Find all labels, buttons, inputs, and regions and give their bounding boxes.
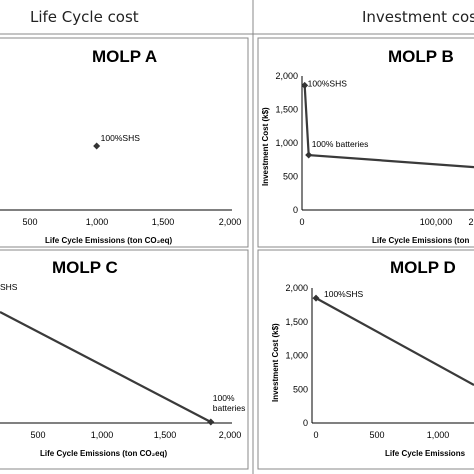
header-band [0,0,474,34]
panel-b-x-tick-label: 0 [299,217,304,227]
panel-frame-b [257,37,474,248]
panel-c: MOLP C 500 1,000 1,500 2,000 SHS 100%batteri… [0,258,245,458]
panel-frame-d [257,249,474,470]
panel-a-x-tick-label: 1,000 [86,217,109,227]
panel-b-y-tick-label: 1,000 [275,138,298,148]
panel-d-y-tick-label: 1,000 [285,351,308,361]
panel-c-point [207,418,215,426]
panel-b: MOLP B 0 500 1,000 1,500 2,000 0 100,000 2 100%… [261,47,474,245]
panel-a: MOLP A 500 1,000 1,500 2,000 100%SHS Life C… [0,47,241,245]
panel-a-title: MOLP A [92,47,157,66]
panel-d-y-tick-label: 0 [303,418,308,428]
panel-d: MOLP D 0 500 1,000 1,500 2,000 0 500 1,000 100%… [271,258,474,458]
panel-b-x-axis-label: Life Cycle Emissions (ton [372,236,469,245]
panel-c-title: MOLP C [52,258,118,277]
panel-c-x-tick-label: 500 [30,430,45,440]
panel-b-point [301,81,309,89]
header-right: Investment cost [362,8,474,26]
panel-b-y-tick-label: 500 [283,172,298,182]
panel-b-y-tick-label: 1,500 [275,105,298,115]
panel-d-y-axis-label: Investment Cost (k$) [271,323,280,402]
panel-b-title: MOLP B [388,47,454,66]
panel-c-series-line [0,311,212,423]
panel-b-point [305,151,313,159]
panel-d-title: MOLP D [390,258,456,277]
header-left: Life Cycle cost [30,8,139,26]
panel-d-y-tick-label: 2,000 [285,283,308,293]
panel-d-x-tick-label: 1,000 [427,430,450,440]
panel-a-x-tick-label: 1,500 [152,217,175,227]
panel-a-x-tick-label: 500 [22,217,37,227]
panel-b-y-tick-label: 0 [293,205,298,215]
panel-d-y-tick-label: 500 [293,384,308,394]
panel-a-point-label: 100%SHS [101,133,141,143]
panel-a-point [93,142,101,150]
panel-c-x-axis-label: Life Cycle Emissions (ton CO₂eq) [40,449,167,458]
panel-c-x-tick-label: 1,500 [154,430,177,440]
panel-b-y-tick-label: 2,000 [275,71,298,81]
panel-b-point-label: 100% batteries [312,139,369,149]
panel-frame-c [0,249,249,470]
panel-d-point [312,294,320,302]
panel-c-x-tick-label: 2,000 [219,430,242,440]
panel-frame-a [0,37,249,248]
panel-a-x-tick-label: 2,000 [219,217,242,227]
panel-d-x-tick-label: 500 [369,430,384,440]
panel-a-x-axis-label: Life Cycle Emissions (ton CO₂eq) [45,236,172,245]
panel-d-point-label: 100%SHS [324,289,364,299]
panel-c-point-label: SHS [0,282,18,292]
panel-d-y-tick-label: 1,500 [285,317,308,327]
panel-b-y-axis-label: Investment Cost (k$) [261,107,270,186]
panel-b-x-tick-label: 2 [468,217,473,227]
panel-d-series-line [315,297,474,386]
panel-b-point-label: 100%SHS [308,78,348,88]
panel-c-point-label: 100% [213,393,235,403]
panel-c-x-tick-label: 1,000 [91,430,114,440]
panel-d-x-tick-label: 0 [313,430,318,440]
panel-d-x-axis-label: Life Cycle Emissions [385,449,466,458]
panel-b-x-tick-label: 100,000 [420,217,453,227]
panel-c-point-label: batteries [213,403,246,413]
panel-b-series-line [303,85,474,169]
